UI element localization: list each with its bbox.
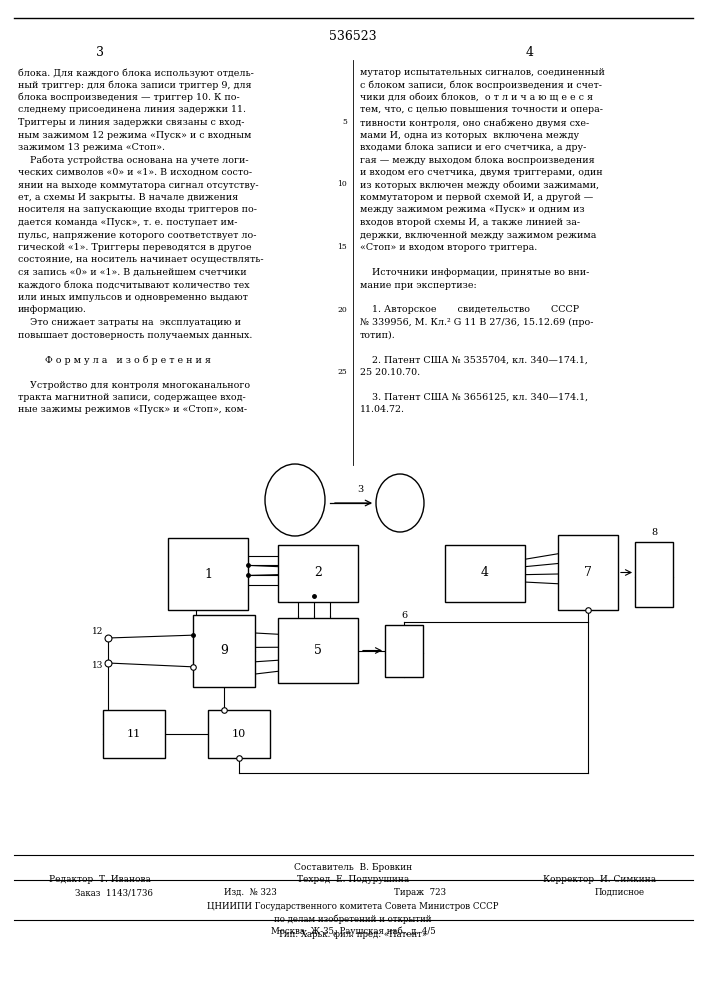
- Text: мание при экспертизе:: мание при экспертизе:: [360, 280, 477, 290]
- Text: Техред  Е. Подурушина: Техред Е. Подурушина: [297, 875, 409, 884]
- Text: каждого блока подсчитывают количество тех: каждого блока подсчитывают количество те…: [18, 280, 250, 290]
- Text: ным зажимом 12 режима «Пуск» и с входным: ным зажимом 12 режима «Пуск» и с входным: [18, 130, 252, 139]
- Text: зажимом 13 режима «Стоп».: зажимом 13 режима «Стоп».: [18, 143, 165, 152]
- Text: Составитель  В. Бровкин: Составитель В. Бровкин: [294, 863, 412, 872]
- Bar: [445, 545, 525, 602]
- Bar: [558, 535, 618, 610]
- Text: 13: 13: [92, 662, 103, 670]
- Text: блока воспроизведения — триггер 10. К по-: блока воспроизведения — триггер 10. К по…: [18, 93, 240, 103]
- Text: гая — между выходом блока воспроизведения: гая — между выходом блока воспроизведени…: [360, 155, 595, 165]
- Text: 5: 5: [314, 644, 322, 656]
- Text: с блоком записи, блок воспроизведения и счет-: с блоком записи, блок воспроизведения и …: [360, 81, 602, 90]
- Ellipse shape: [376, 474, 424, 532]
- Text: ЦНИИПИ Государственного комитета Совета Министров СССР: ЦНИИПИ Государственного комитета Совета …: [207, 902, 498, 911]
- Text: держки, включенной между зажимом режима: держки, включенной между зажимом режима: [360, 231, 597, 239]
- Text: 9: 9: [220, 645, 228, 658]
- Text: из которых включен между обоими зажимами,: из которых включен между обоими зажимами…: [360, 180, 599, 190]
- Text: блока. Для каждого блока используют отдель-: блока. Для каждого блока используют отде…: [18, 68, 254, 78]
- Text: Подписное: Подписное: [595, 888, 645, 897]
- Text: Корректор  И. Симкина: Корректор И. Симкина: [544, 875, 657, 884]
- Text: Ф о р м у л а   и з о б р е т е н и я: Ф о р м у л а и з о б р е т е н и я: [18, 356, 211, 365]
- Text: № 339956, М. Кл.² G 11 B 27/36, 15.12.69 (про-: № 339956, М. Кл.² G 11 B 27/36, 15.12.69…: [360, 318, 593, 327]
- Text: Редактор  Т. Иванова: Редактор Т. Иванова: [49, 875, 151, 884]
- Text: или иных импульсов и одновременно выдают: или иных импульсов и одновременно выдают: [18, 293, 248, 302]
- Text: янии на выходе коммутатора сигнал отсутству-: янии на выходе коммутатора сигнал отсутс…: [18, 180, 259, 190]
- Text: мами И, одна из которых  включена между: мами И, одна из которых включена между: [360, 130, 579, 139]
- Text: Работа устройства основана на учете логи-: Работа устройства основана на учете логи…: [18, 155, 249, 165]
- Text: Заказ  1143/1736: Заказ 1143/1736: [75, 888, 153, 897]
- Text: 11.04.72.: 11.04.72.: [360, 406, 405, 414]
- Text: 3: 3: [96, 45, 104, 58]
- Text: мутатор испытательных сигналов, соединенный: мутатор испытательных сигналов, соединен…: [360, 68, 605, 77]
- Text: гической «1». Триггеры переводятся в другое: гической «1». Триггеры переводятся в дру…: [18, 243, 252, 252]
- Text: входов второй схемы И, а также линией за-: входов второй схемы И, а также линией за…: [360, 218, 580, 227]
- Text: 4: 4: [526, 45, 534, 58]
- Text: повышает достоверность получаемых данных.: повышает достоверность получаемых данных…: [18, 330, 252, 340]
- Text: состояние, на носитель начинает осуществлять-: состояние, на носитель начинает осуществ…: [18, 255, 264, 264]
- Text: Тираж  723: Тираж 723: [394, 888, 446, 897]
- Text: 15: 15: [337, 243, 347, 251]
- Text: «Стоп» и входом второго триггера.: «Стоп» и входом второго триггера.: [360, 243, 537, 252]
- Text: ческих символов «0» и «1». В исходном состо-: ческих символов «0» и «1». В исходном со…: [18, 168, 252, 177]
- Text: ный триггер: для блока записи триггер 9, для: ный триггер: для блока записи триггер 9,…: [18, 81, 252, 90]
- Text: 25: 25: [337, 368, 347, 376]
- Bar: [385, 625, 423, 677]
- Text: чики для обоих блоков,  о т л и ч а ю щ е е с я: чики для обоих блоков, о т л и ч а ю щ е…: [360, 93, 593, 102]
- Text: 8: 8: [651, 528, 657, 537]
- Bar: [193, 615, 255, 687]
- Bar: [278, 545, 358, 602]
- Text: тотип).: тотип).: [360, 330, 396, 340]
- Text: 5: 5: [342, 118, 347, 126]
- Text: тем, что, с целью повышения точности и опера-: тем, что, с целью повышения точности и о…: [360, 105, 603, 114]
- Text: 6: 6: [401, 611, 407, 620]
- Bar: [168, 538, 248, 610]
- Text: 10: 10: [337, 180, 347, 188]
- Text: 4: 4: [481, 566, 489, 580]
- Text: информацию.: информацию.: [18, 306, 87, 314]
- Text: 536523: 536523: [329, 29, 377, 42]
- Text: Это снижает затраты на  эксплуатацию и: Это снижает затраты на эксплуатацию и: [18, 318, 241, 327]
- Text: 1. Авторское       свидетельство       СССР: 1. Авторское свидетельство СССР: [360, 306, 579, 314]
- Text: 20: 20: [337, 306, 347, 314]
- Text: пульс, напряжение которого соответствует ло-: пульс, напряжение которого соответствует…: [18, 231, 257, 239]
- Text: и входом его счетчика, двумя триггерами, один: и входом его счетчика, двумя триггерами,…: [360, 168, 602, 177]
- Text: 2. Патент США № 3535704, кл. 340—174.1,: 2. Патент США № 3535704, кл. 340—174.1,: [360, 356, 588, 364]
- Text: ные зажимы режимов «Пуск» и «Стоп», ком-: ные зажимы режимов «Пуск» и «Стоп», ком-: [18, 406, 247, 414]
- Text: по делам изобретений и открытий: по делам изобретений и открытий: [274, 914, 432, 924]
- Text: Источники информации, принятые во вни-: Источники информации, принятые во вни-: [360, 268, 590, 277]
- Text: 3. Патент США № 3656125, кл. 340—174.1,: 3. Патент США № 3656125, кл. 340—174.1,: [360, 393, 588, 402]
- Text: ет, а схемы И закрыты. В начале движения: ет, а схемы И закрыты. В начале движения: [18, 193, 238, 202]
- Text: носителя на запускающие входы триггеров по-: носителя на запускающие входы триггеров …: [18, 206, 257, 215]
- Text: Москва, Ж-35, Раушская наб., д. 4/5: Москва, Ж-35, Раушская наб., д. 4/5: [271, 926, 436, 936]
- Text: Тип. Харьк. фил. пред. «Патент»: Тип. Харьк. фил. пред. «Патент»: [279, 930, 428, 939]
- Text: Триггеры и линия задержки связаны с вход-: Триггеры и линия задержки связаны с вход…: [18, 118, 245, 127]
- Bar: [278, 618, 358, 683]
- Text: 2: 2: [314, 566, 322, 580]
- Text: тракта магнитной записи, содержащее вход-: тракта магнитной записи, содержащее вход…: [18, 393, 246, 402]
- Text: 25 20.10.70.: 25 20.10.70.: [360, 368, 420, 377]
- Bar: [103, 710, 165, 758]
- Text: ся запись «0» и «1». В дальнейшем счетчики: ся запись «0» и «1». В дальнейшем счетчи…: [18, 268, 247, 277]
- Text: 3: 3: [357, 486, 363, 494]
- Text: следнему присоединена линия задержки 11.: следнему присоединена линия задержки 11.: [18, 105, 246, 114]
- Text: 7: 7: [584, 566, 592, 578]
- Text: 10: 10: [232, 729, 246, 739]
- Text: Устройство для контроля многоканального: Устройство для контроля многоканального: [18, 380, 250, 389]
- Bar: [635, 542, 673, 607]
- Text: 12: 12: [92, 628, 103, 637]
- Text: коммутатором и первой схемой И, а другой —: коммутатором и первой схемой И, а другой…: [360, 193, 593, 202]
- Text: Изд.  № 323: Изд. № 323: [223, 888, 276, 897]
- Text: входами блока записи и его счетчика, а дру-: входами блока записи и его счетчика, а д…: [360, 143, 586, 152]
- Text: 11: 11: [127, 729, 141, 739]
- Text: 1: 1: [204, 568, 212, 580]
- Bar: [208, 710, 270, 758]
- Text: дается команда «Пуск», т. е. поступает им-: дается команда «Пуск», т. е. поступает и…: [18, 218, 238, 227]
- Ellipse shape: [265, 464, 325, 536]
- Text: между зажимом режима «Пуск» и одним из: между зажимом режима «Пуск» и одним из: [360, 206, 585, 215]
- Text: тивности контроля, оно снабжено двумя схе-: тивности контроля, оно снабжено двумя сх…: [360, 118, 589, 127]
